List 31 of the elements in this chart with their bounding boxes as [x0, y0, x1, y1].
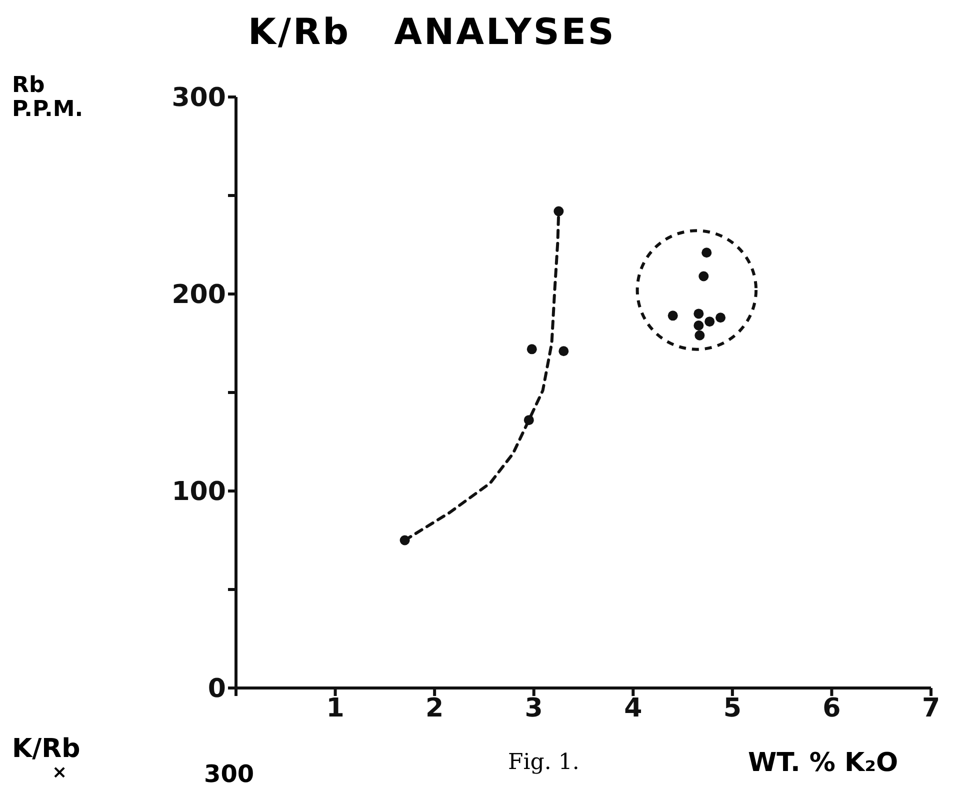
point [694, 330, 705, 340]
x-tick-label: 5 [723, 693, 742, 724]
x-tick-label: 3 [524, 693, 543, 724]
point [558, 346, 569, 356]
x-axis-title: WT. % K₂O [748, 748, 898, 778]
x-tick-label: 7 [922, 693, 940, 724]
y-tick-label: 0 [208, 674, 226, 704]
point [702, 248, 712, 258]
y-axis-title: Rb P.P.M. [12, 73, 84, 122]
point [554, 206, 564, 216]
text: K/Rb [12, 734, 80, 764]
point [526, 344, 537, 354]
point [668, 310, 678, 321]
x-tick-label: 4 [624, 693, 642, 724]
y-tick-label: 200 [172, 280, 226, 310]
x-tick-label: 6 [822, 693, 841, 724]
text: 300 [204, 760, 254, 788]
point [694, 320, 704, 331]
point [704, 316, 715, 327]
text: × [52, 762, 68, 783]
point [694, 308, 704, 319]
point [400, 535, 410, 546]
y-tick-label: 100 [172, 477, 226, 508]
point [524, 415, 534, 426]
caption: Fig. 1. [508, 750, 580, 775]
point [716, 312, 726, 323]
x-tick-label: 2 [426, 693, 444, 724]
y-tick-label: 300 [172, 83, 226, 114]
chart-title: K/Rb ANALYSES [248, 12, 616, 53]
point [698, 271, 709, 282]
x-tick-label: 1 [326, 693, 344, 724]
